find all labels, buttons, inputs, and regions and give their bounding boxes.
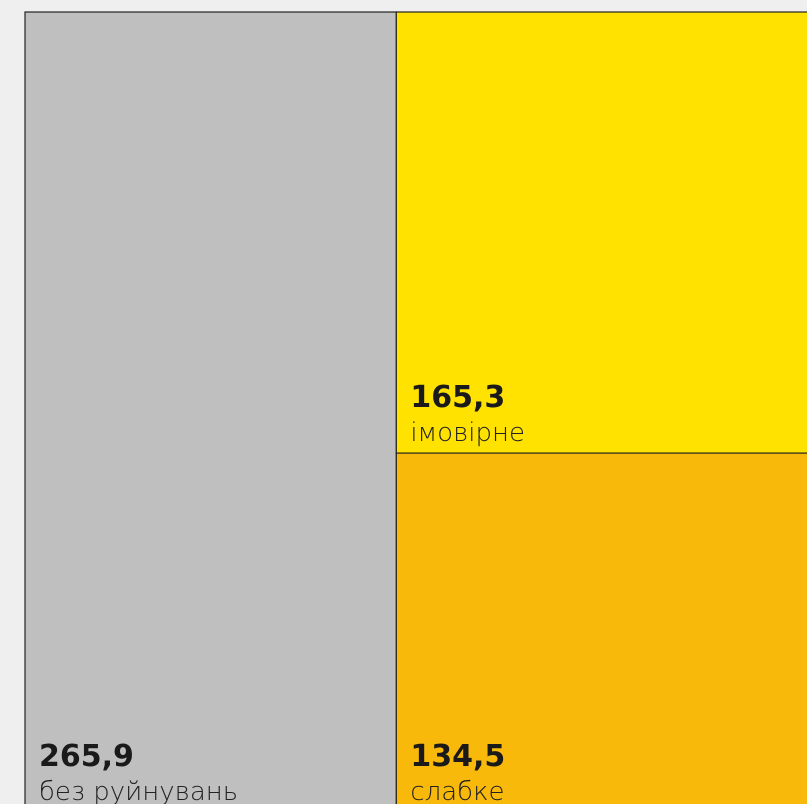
category-label: слабке (410, 777, 504, 804)
treemap-cell (395, 11, 807, 454)
treemap-cell (395, 452, 807, 804)
value-label: 265,9 (39, 739, 134, 774)
value-label: 134,5 (410, 739, 505, 774)
treemap-cell (24, 11, 397, 804)
category-label: імовірне (410, 418, 525, 448)
category-label: без руйнувань (39, 777, 238, 804)
value-label: 165,3 (410, 380, 505, 415)
